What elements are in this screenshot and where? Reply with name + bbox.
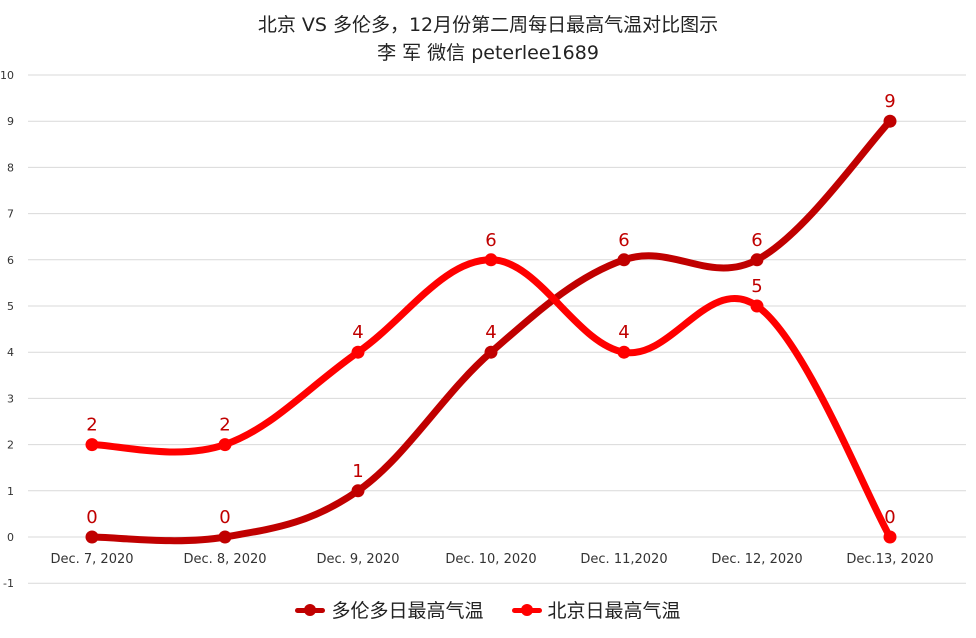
data-label-beijing: 0 (884, 507, 895, 528)
chart-subtitle: 李 军 微信 peterlee1689 (377, 42, 599, 64)
x-tick-label: Dec. 9, 2020 (316, 552, 399, 567)
y-tick-label: 0 (7, 531, 14, 544)
y-tick-label: 10 (0, 69, 14, 82)
data-label-toronto: 0 (219, 507, 230, 528)
data-label-toronto: 6 (751, 230, 762, 251)
data-point-beijing (883, 530, 897, 544)
y-tick-label: 7 (7, 208, 14, 221)
y-tick-label: 9 (7, 115, 14, 128)
x-tick-label: Dec.13, 2020 (846, 552, 933, 567)
data-label-beijing: 6 (485, 230, 496, 251)
data-point-beijing (85, 438, 99, 452)
y-tick-label: 5 (7, 300, 14, 313)
legend-item-beijing[interactable]: 北京日最高气温 (511, 596, 681, 623)
y-tick-label: 4 (7, 346, 14, 359)
data-point-toronto (617, 253, 631, 267)
x-tick-label: Dec. 8, 2020 (183, 552, 266, 567)
chart-title: 北京 VS 多伦多，12月份第二周每日最高气温对比图示 (257, 14, 719, 36)
data-point-toronto (883, 114, 897, 128)
x-tick-label: Dec. 10, 2020 (445, 552, 536, 567)
data-label-beijing: 5 (751, 276, 762, 297)
data-point-toronto (218, 530, 232, 544)
data-label-toronto: 1 (352, 461, 363, 482)
data-point-beijing (617, 345, 631, 359)
legend-swatch-beijing (511, 603, 542, 617)
data-label-toronto: 9 (884, 91, 895, 112)
data-point-beijing (351, 345, 365, 359)
legend-item-toronto[interactable]: 多伦多日最高气温 (295, 596, 484, 623)
data-label-toronto: 4 (485, 322, 496, 343)
y-tick-label: 2 (7, 439, 14, 452)
x-tick-label: Dec. 12, 2020 (711, 552, 802, 567)
x-tick-label: Dec. 7, 2020 (50, 552, 133, 567)
data-label-beijing: 4 (352, 322, 363, 343)
data-label-beijing: 4 (618, 322, 629, 343)
y-tick-label: 8 (7, 161, 14, 174)
y-tick-label: 1 (7, 485, 14, 498)
data-point-toronto (484, 345, 498, 359)
data-label-toronto: 6 (618, 230, 629, 251)
data-point-toronto (750, 253, 764, 267)
legend: 多伦多日最高气温 北京日最高气温 (0, 596, 976, 623)
data-point-toronto (351, 484, 365, 498)
y-tick-label: -1 (3, 577, 14, 590)
series-line-beijing (88, 256, 894, 541)
y-tick-label: 6 (7, 254, 14, 267)
data-point-toronto (85, 530, 99, 544)
x-tick-label: Dec. 11,2020 (580, 552, 667, 567)
data-label-toronto: 0 (86, 507, 97, 528)
legend-label-toronto: 多伦多日最高气温 (331, 600, 484, 622)
data-label-beijing: 2 (219, 415, 230, 436)
data-point-beijing (484, 253, 498, 267)
legend-swatch-toronto (295, 603, 326, 617)
data-point-beijing (218, 438, 232, 452)
data-point-beijing (750, 299, 764, 313)
y-tick-label: 3 (7, 392, 14, 405)
legend-label-beijing: 北京日最高气温 (547, 600, 681, 622)
data-label-beijing: 2 (86, 415, 97, 436)
